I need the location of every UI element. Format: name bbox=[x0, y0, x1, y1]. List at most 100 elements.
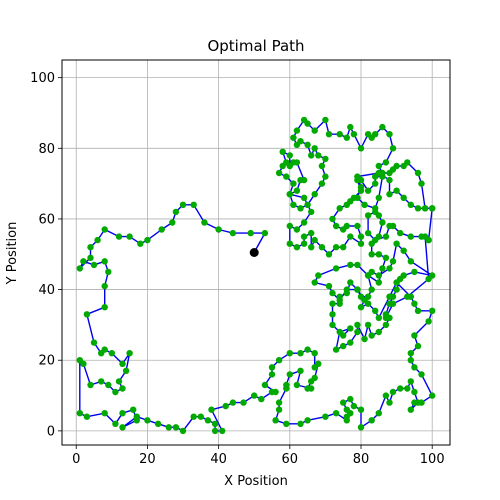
path-point bbox=[172, 208, 180, 216]
path-point bbox=[386, 399, 393, 406]
path-point bbox=[258, 395, 265, 403]
path-point bbox=[347, 233, 354, 240]
path-point bbox=[372, 307, 379, 314]
path-point bbox=[357, 233, 365, 240]
path-point bbox=[308, 244, 315, 251]
path-point bbox=[375, 194, 382, 201]
path-point bbox=[304, 141, 311, 148]
path-point bbox=[126, 350, 133, 357]
path-point bbox=[418, 371, 425, 378]
x-tick-label: 60 bbox=[282, 452, 299, 467]
path-point bbox=[133, 413, 140, 420]
path-point bbox=[283, 173, 290, 180]
path-point bbox=[379, 123, 386, 131]
path-point bbox=[179, 427, 187, 435]
path-point bbox=[414, 169, 422, 177]
path-point bbox=[411, 399, 418, 406]
path-point bbox=[315, 360, 322, 367]
path-point bbox=[350, 402, 358, 410]
grid bbox=[62, 60, 450, 445]
path-point bbox=[411, 332, 418, 339]
path-point bbox=[172, 424, 180, 431]
path-point bbox=[400, 162, 407, 170]
path-point bbox=[318, 162, 326, 170]
path-point bbox=[397, 229, 404, 237]
path-point bbox=[389, 258, 397, 265]
path-point bbox=[286, 240, 293, 247]
path-point bbox=[240, 399, 247, 406]
path-point bbox=[222, 402, 229, 410]
path-point bbox=[211, 427, 219, 435]
path-point bbox=[286, 191, 293, 198]
path-point bbox=[414, 307, 422, 314]
path-point bbox=[83, 311, 91, 318]
path-point bbox=[80, 258, 87, 265]
path-point bbox=[332, 265, 340, 272]
path-point bbox=[90, 339, 98, 346]
path-point bbox=[308, 229, 315, 237]
path-point bbox=[290, 180, 297, 187]
path-point bbox=[76, 265, 84, 272]
x-tick-label: 20 bbox=[139, 452, 156, 467]
path-point bbox=[425, 318, 432, 325]
path-point bbox=[364, 212, 372, 219]
path-point bbox=[308, 385, 315, 392]
path-point bbox=[375, 314, 382, 321]
path-point bbox=[386, 131, 393, 138]
path-point bbox=[304, 417, 311, 424]
path-point bbox=[290, 201, 297, 208]
path-point bbox=[144, 236, 151, 244]
path-point bbox=[382, 254, 390, 261]
path-point bbox=[418, 180, 425, 187]
path-point bbox=[322, 413, 329, 420]
path-point bbox=[343, 134, 350, 141]
path-point bbox=[400, 247, 407, 254]
path-point bbox=[354, 328, 361, 336]
path-point bbox=[379, 219, 386, 226]
path-point bbox=[261, 229, 269, 237]
path-point bbox=[272, 388, 279, 396]
path-point bbox=[372, 205, 379, 212]
path-point bbox=[354, 222, 361, 230]
path-point bbox=[329, 300, 336, 307]
path-point bbox=[311, 191, 318, 198]
path-point bbox=[144, 417, 151, 424]
path-point bbox=[101, 346, 108, 353]
path-point bbox=[407, 258, 414, 265]
path-point bbox=[105, 381, 112, 389]
path-point bbox=[382, 321, 390, 329]
path-point bbox=[293, 159, 301, 166]
path-point bbox=[311, 236, 318, 244]
path-point bbox=[375, 251, 382, 258]
path-point bbox=[300, 194, 308, 201]
path-point bbox=[130, 406, 137, 413]
path-point bbox=[361, 335, 368, 343]
path-point bbox=[382, 233, 390, 240]
path-point bbox=[179, 201, 187, 208]
path-point bbox=[429, 205, 436, 212]
path-point bbox=[368, 251, 375, 258]
path-point bbox=[332, 244, 340, 251]
path-point bbox=[386, 191, 393, 198]
path-point bbox=[318, 180, 326, 187]
path-point bbox=[382, 159, 390, 166]
path-point bbox=[332, 222, 340, 230]
path-point bbox=[101, 410, 108, 417]
path-point bbox=[286, 222, 293, 230]
path-point bbox=[404, 293, 411, 300]
path-point bbox=[119, 424, 126, 431]
y-tick-label: 40 bbox=[38, 283, 55, 298]
path-point bbox=[154, 420, 162, 427]
path-point bbox=[304, 201, 311, 208]
points-layer bbox=[76, 116, 436, 435]
path-point bbox=[211, 420, 219, 427]
path-point bbox=[311, 145, 318, 152]
path-point bbox=[94, 236, 101, 244]
start-point bbox=[249, 248, 259, 257]
path-point bbox=[343, 286, 350, 293]
path-point bbox=[357, 184, 365, 191]
path-point bbox=[297, 205, 304, 212]
path-point bbox=[87, 244, 94, 251]
path-point bbox=[101, 282, 108, 290]
path-point bbox=[325, 251, 333, 258]
